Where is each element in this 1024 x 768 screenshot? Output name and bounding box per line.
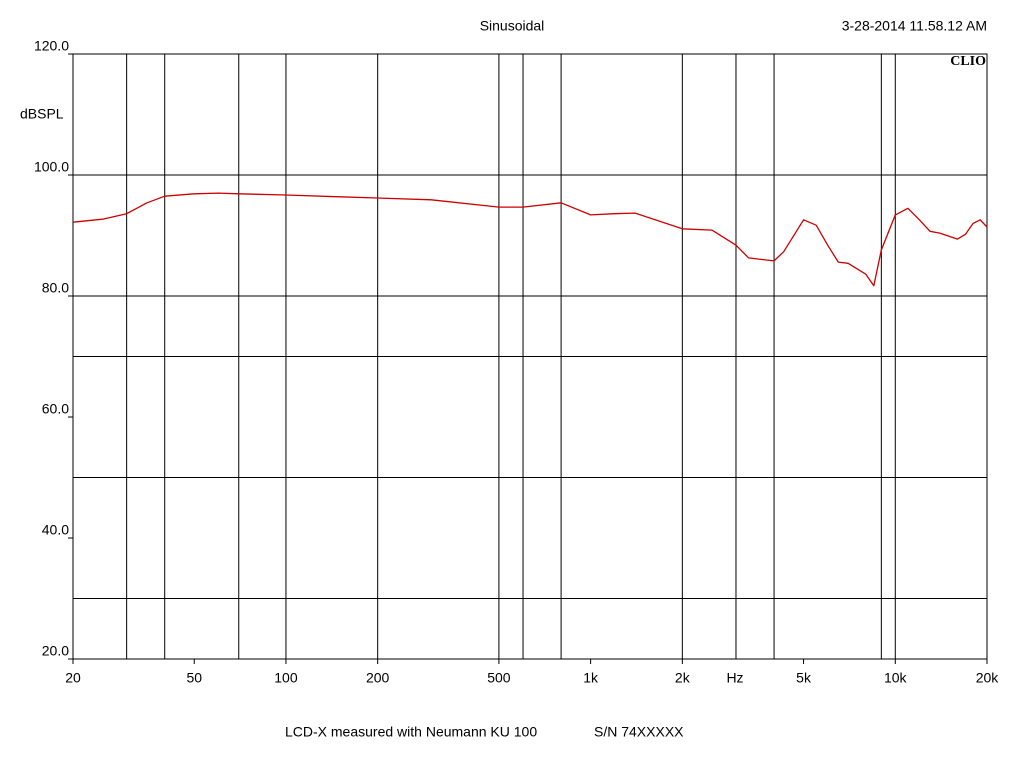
y-tick-label: 40.0 (42, 522, 69, 538)
footer-serial: S/N 74XXXXX (594, 724, 684, 740)
timestamp: 3-28-2014 11.58.12 AM (842, 18, 987, 34)
x-axis-label: Hz (726, 670, 743, 686)
logo: CLIO (950, 54, 986, 69)
x-tick-label: 20k (976, 670, 1000, 686)
y-axis-label: dBSPL (20, 106, 64, 122)
response-line (72, 192, 988, 287)
chart-title: Sinusoidal (480, 18, 545, 34)
y-tick-label: 20.0 (42, 643, 69, 659)
x-tick-label: 2k (675, 670, 691, 686)
x-tick-label: 1k (583, 670, 599, 686)
x-tick-label: 200 (366, 670, 390, 686)
x-tick-label: 5k (796, 670, 812, 686)
y-tick-label: 100.0 (34, 159, 69, 175)
x-tick-label: 50 (186, 670, 202, 686)
x-tick-label: 100 (274, 670, 298, 686)
y-tick-label: 60.0 (42, 401, 69, 417)
y-tick-label: 120.0 (34, 38, 69, 54)
y-tick-label: 80.0 (42, 280, 69, 296)
x-tick-label: 20 (65, 670, 81, 686)
x-tick-label: 500 (487, 670, 511, 686)
x-tick-label: 10k (884, 670, 908, 686)
footer-text: LCD-X measured with Neumann KU 100 (285, 724, 537, 740)
